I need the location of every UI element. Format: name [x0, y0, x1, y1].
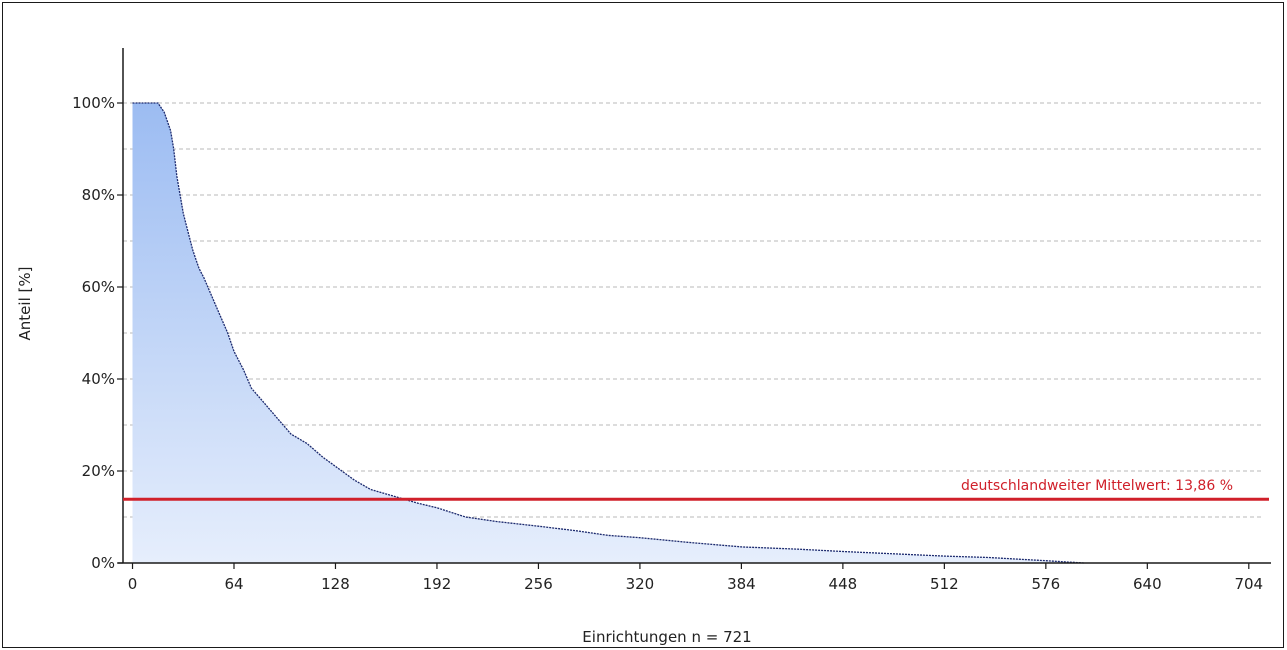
x-tick-label: 64 — [224, 575, 243, 593]
x-axis-title: Einrichtungen n = 721 — [582, 628, 751, 646]
area-outline — [132, 102, 1084, 564]
x-tick-label: 256 — [524, 575, 553, 593]
x-axis-ticks: 0 64 128 192 256 320 384 448 512 576 640 704 — [128, 563, 1263, 593]
y-tick-label: 40% — [82, 370, 115, 388]
y-axis-ticks: 0% 20% 40% 60% 80% 100% — [72, 94, 123, 572]
mean-reference-label: deutschlandweiter Mittelwert: 13,86 % — [961, 478, 1233, 494]
x-tick-label: 192 — [423, 575, 452, 593]
grid-lines — [123, 102, 1263, 518]
y-tick-label: 0% — [91, 554, 115, 572]
y-tick-label: 100% — [72, 94, 115, 112]
x-tick-label: 512 — [930, 575, 959, 593]
area-fill — [132, 103, 1084, 563]
x-tick-label: 128 — [321, 575, 350, 593]
x-tick-label: 576 — [1032, 575, 1061, 593]
y-tick-label: 20% — [82, 462, 115, 480]
x-tick-label: 0 — [128, 575, 138, 593]
y-tick-label: 80% — [82, 186, 115, 204]
x-tick-label: 384 — [727, 575, 756, 593]
x-tick-label: 640 — [1133, 575, 1162, 593]
area-chart: 0% 20% 40% 60% 80% 100% 0 64 128 192 256 320 384 448… — [16, 48, 1271, 646]
y-tick-label: 60% — [82, 278, 115, 296]
y-axis-title: Anteil [%] — [16, 267, 34, 341]
x-tick-label: 448 — [829, 575, 858, 593]
x-tick-label: 320 — [626, 575, 655, 593]
x-tick-label: 704 — [1234, 575, 1263, 593]
